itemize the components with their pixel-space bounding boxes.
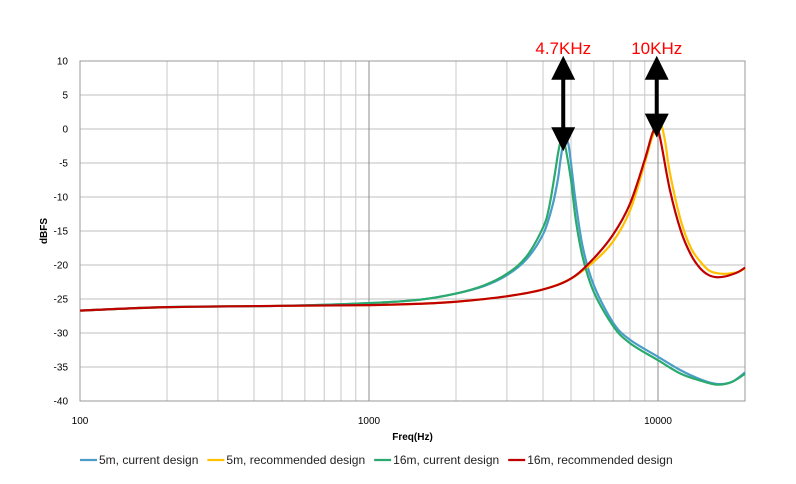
annotations: 4.7KHz 10KHz xyxy=(535,39,682,152)
y-tick-label: 0 xyxy=(62,125,68,136)
annotation-label: 10KHz xyxy=(631,39,682,58)
y-tick-label: 10 xyxy=(57,57,69,68)
y-axis-title: dBFS xyxy=(39,218,50,244)
plot-area xyxy=(79,60,746,402)
y-tick-label: -20 xyxy=(54,261,69,272)
x-tick-label: 1000 xyxy=(358,416,381,427)
y-tick-label: -15 xyxy=(54,227,69,238)
y-tick-label: -40 xyxy=(54,397,69,408)
x-tick-label: 10000 xyxy=(644,416,672,427)
y-tick-label: -35 xyxy=(54,363,69,374)
x-axis-title: Freq(Hz) xyxy=(392,432,433,443)
y-tick-label: -30 xyxy=(54,329,69,340)
y-tick-label: -5 xyxy=(59,159,68,170)
x-tick-label: 100 xyxy=(72,416,89,427)
y-tick-label: 5 xyxy=(62,91,68,102)
legend-label: 5m, current design xyxy=(99,453,198,467)
legend-label: 5m, recommended design xyxy=(226,453,365,467)
y-axis: 10 5 0 -5 -10 -15 -20 -25 -30 -35 -40 xyxy=(54,57,69,408)
y-tick-label: -25 xyxy=(54,295,69,306)
x-axis: 100 1000 10000 xyxy=(72,416,673,427)
legend-label: 16m, current design xyxy=(393,453,499,467)
y-tick-label: -10 xyxy=(54,193,69,204)
series-line-3 xyxy=(79,125,746,312)
legend-label: 16m, recommended design xyxy=(527,453,672,467)
legend: 5m, current design 5m, recommended design… xyxy=(80,453,673,467)
annotation-label: 4.7KHz xyxy=(535,39,591,58)
